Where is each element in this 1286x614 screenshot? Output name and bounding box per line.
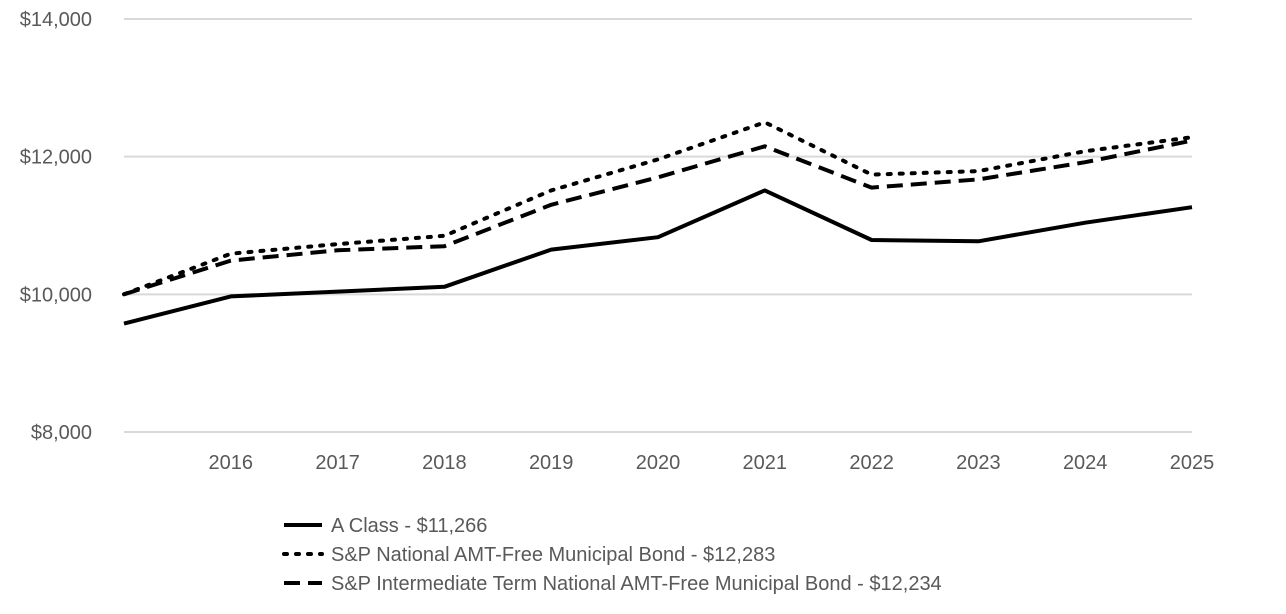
y-tick-label: $12,000 [20,147,92,169]
series-lines [122,120,1194,326]
series-line-dashed [123,138,1193,297]
x-tick-label: 2020 [636,452,681,474]
series-line-dotted [122,120,1194,297]
series-line-solid [123,188,1193,326]
x-tick-label: 2016 [209,452,254,474]
x-tick-label: 2025 [1170,452,1215,474]
x-axis-tick-labels: 2016 2017 2018 2019 2020 2021 2022 2023 2024 2025 [209,452,1215,474]
x-tick-label: 2023 [956,452,1001,474]
x-tick-label: 2019 [529,452,574,474]
x-tick-label: 2018 [422,452,467,474]
legend-label: S&P Intermediate Term National AMT-Free … [331,573,942,595]
y-axis-tick-labels: $8,000 $10,000 $12,000 $14,000 [20,9,92,444]
x-tick-label: 2021 [743,452,788,474]
legend-label: A Class - $11,266 [331,515,487,537]
gridlines [124,18,1192,433]
x-tick-label: 2017 [315,452,360,474]
x-tick-label: 2022 [849,452,894,474]
y-tick-label: $8,000 [31,422,92,444]
legend-label: S&P National AMT-Free Municipal Bond - $… [331,544,775,566]
y-tick-label: $14,000 [20,9,92,31]
x-tick-label: 2024 [1063,452,1108,474]
y-tick-label: $10,000 [20,284,92,306]
legend: A Class - $11,266 S&P National AMT-Free M… [282,515,942,595]
